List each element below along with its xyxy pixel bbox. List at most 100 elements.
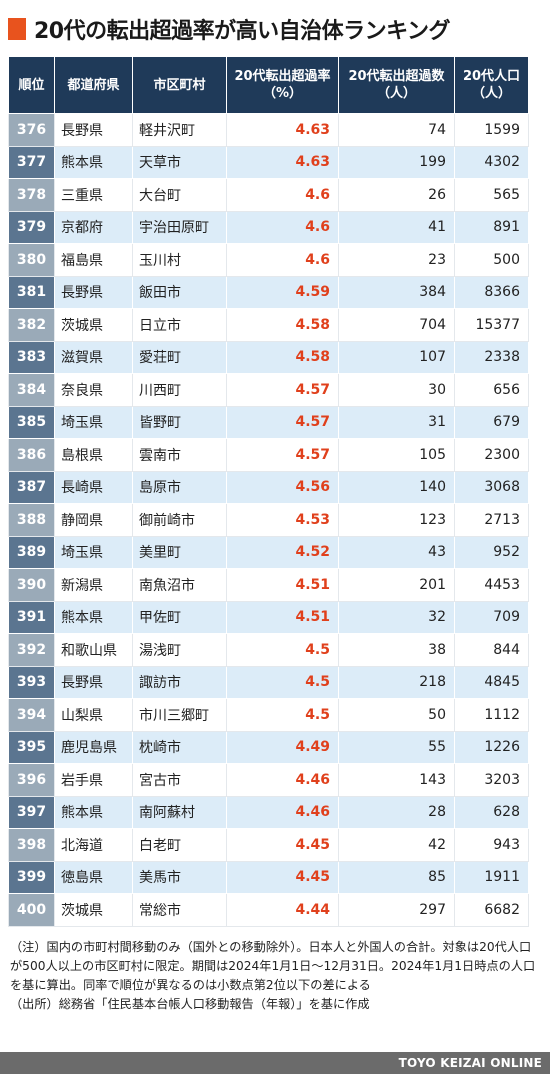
excess-cell: 30 xyxy=(338,373,455,407)
excess-cell: 50 xyxy=(338,698,455,732)
excess-cell: 704 xyxy=(338,308,455,342)
prefecture-cell: 長崎県 xyxy=(54,470,133,504)
excess-cell: 43 xyxy=(338,535,455,569)
table-row: 398 北海道 白老町 4.45 42 943 xyxy=(8,828,529,862)
rank-cell: 378 xyxy=(8,178,55,212)
prefecture-cell: 岩手県 xyxy=(54,763,133,797)
population-cell: 709 xyxy=(454,600,529,634)
table-row: 381 長野県 飯田市 4.59 384 8366 xyxy=(8,275,529,309)
rate-cell: 4.5 xyxy=(226,698,339,732)
population-cell: 891 xyxy=(454,210,529,244)
municipality-cell: 甲佐町 xyxy=(132,600,227,634)
municipality-cell: 天草市 xyxy=(132,145,227,179)
prefecture-cell: 新潟県 xyxy=(54,568,133,602)
rank-cell: 395 xyxy=(8,730,55,764)
population-cell: 1911 xyxy=(454,860,529,894)
population-cell: 943 xyxy=(454,828,529,862)
header-rate: 20代転出超過率 （%） xyxy=(226,56,339,114)
prefecture-cell: 長野県 xyxy=(54,275,133,309)
population-cell: 679 xyxy=(454,405,529,439)
header-population: 20代人口 （人） xyxy=(454,56,529,114)
table-row: 395 鹿児島県 枕崎市 4.49 55 1226 xyxy=(8,730,529,764)
rank-cell: 381 xyxy=(8,275,55,309)
rate-cell: 4.45 xyxy=(226,860,339,894)
table-row: 390 新潟県 南魚沼市 4.51 201 4453 xyxy=(8,568,529,602)
table-row: 397 熊本県 南阿蘇村 4.46 28 628 xyxy=(8,795,529,829)
prefecture-cell: 鹿児島県 xyxy=(54,730,133,764)
prefecture-cell: 福島県 xyxy=(54,243,133,277)
rank-cell: 389 xyxy=(8,535,55,569)
table-row: 379 京都府 宇治田原町 4.6 41 891 xyxy=(8,210,529,244)
rank-cell: 397 xyxy=(8,795,55,829)
title-accent-marker xyxy=(8,18,26,40)
excess-cell: 140 xyxy=(338,470,455,504)
table-row: 399 徳島県 美馬市 4.45 85 1911 xyxy=(8,860,529,894)
population-cell: 4845 xyxy=(454,665,529,699)
table-row: 388 静岡県 御前崎市 4.53 123 2713 xyxy=(8,503,529,537)
prefecture-cell: 和歌山県 xyxy=(54,633,133,667)
rate-cell: 4.56 xyxy=(226,470,339,504)
table-row: 376 長野県 軽井沢町 4.63 74 1599 xyxy=(8,113,529,147)
excess-cell: 199 xyxy=(338,145,455,179)
population-cell: 565 xyxy=(454,178,529,212)
rank-cell: 376 xyxy=(8,113,55,147)
population-cell: 656 xyxy=(454,373,529,407)
prefecture-cell: 長野県 xyxy=(54,665,133,699)
excess-cell: 123 xyxy=(338,503,455,537)
prefecture-cell: 茨城県 xyxy=(54,893,133,927)
rate-cell: 4.45 xyxy=(226,828,339,862)
header-rank: 順位 xyxy=(8,56,55,114)
excess-cell: 85 xyxy=(338,860,455,894)
rate-cell: 4.52 xyxy=(226,535,339,569)
municipality-cell: 飯田市 xyxy=(132,275,227,309)
rank-cell: 377 xyxy=(8,145,55,179)
notes: （注）国内の市町村間移動のみ（国外との移動除外）。日本人と外国人の合計。対象は2… xyxy=(10,938,542,1014)
rate-cell: 4.53 xyxy=(226,503,339,537)
excess-cell: 23 xyxy=(338,243,455,277)
rate-cell: 4.44 xyxy=(226,893,339,927)
rank-cell: 379 xyxy=(8,210,55,244)
table-row: 377 熊本県 天草市 4.63 199 4302 xyxy=(8,145,529,179)
footer-brand: TOYO KEIZAI ONLINE xyxy=(0,1052,550,1074)
rate-cell: 4.49 xyxy=(226,730,339,764)
municipality-cell: 玉川村 xyxy=(132,243,227,277)
table-row: 387 長崎県 島原市 4.56 140 3068 xyxy=(8,470,529,504)
municipality-cell: 美馬市 xyxy=(132,860,227,894)
municipality-cell: 常総市 xyxy=(132,893,227,927)
rate-cell: 4.59 xyxy=(226,275,339,309)
municipality-cell: 湯浅町 xyxy=(132,633,227,667)
population-cell: 3068 xyxy=(454,470,529,504)
rate-cell: 4.57 xyxy=(226,373,339,407)
excess-cell: 297 xyxy=(338,893,455,927)
header-excess-line1: 20代転出超過数 xyxy=(348,69,445,84)
population-cell: 844 xyxy=(454,633,529,667)
table-row: 383 滋賀県 愛荘町 4.58 107 2338 xyxy=(8,340,529,374)
rate-cell: 4.46 xyxy=(226,795,339,829)
rank-cell: 385 xyxy=(8,405,55,439)
rank-cell: 380 xyxy=(8,243,55,277)
header-pop-line1: 20代人口 xyxy=(462,69,521,84)
prefecture-cell: 滋賀県 xyxy=(54,340,133,374)
rate-cell: 4.57 xyxy=(226,405,339,439)
rank-cell: 391 xyxy=(8,600,55,634)
rank-cell: 390 xyxy=(8,568,55,602)
rank-cell: 396 xyxy=(8,763,55,797)
prefecture-cell: 徳島県 xyxy=(54,860,133,894)
rate-cell: 4.51 xyxy=(226,600,339,634)
table-row: 385 埼玉県 皆野町 4.57 31 679 xyxy=(8,405,529,439)
prefecture-cell: 静岡県 xyxy=(54,503,133,537)
rate-cell: 4.58 xyxy=(226,308,339,342)
excess-cell: 31 xyxy=(338,405,455,439)
rank-cell: 392 xyxy=(8,633,55,667)
municipality-cell: 枕崎市 xyxy=(132,730,227,764)
rate-cell: 4.5 xyxy=(226,633,339,667)
prefecture-cell: 長野県 xyxy=(54,113,133,147)
rate-cell: 4.6 xyxy=(226,178,339,212)
table-row: 386 島根県 雲南市 4.57 105 2300 xyxy=(8,438,529,472)
table-row: 393 長野県 諏訪市 4.5 218 4845 xyxy=(8,665,529,699)
rank-cell: 394 xyxy=(8,698,55,732)
excess-cell: 38 xyxy=(338,633,455,667)
prefecture-cell: 山梨県 xyxy=(54,698,133,732)
rank-cell: 384 xyxy=(8,373,55,407)
rank-cell: 382 xyxy=(8,308,55,342)
